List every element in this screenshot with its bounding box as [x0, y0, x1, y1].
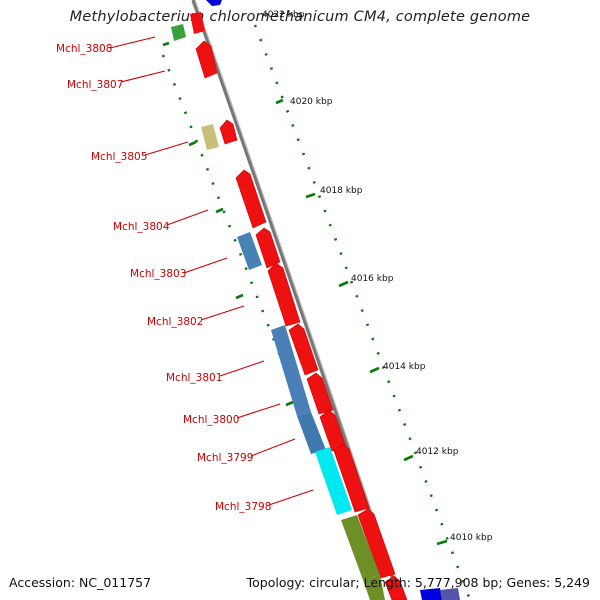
inner-major-ticks: [162, 41, 294, 407]
gene-label[interactable]: Mchl_3804: [113, 221, 170, 233]
cds-arrow: [384, 575, 408, 600]
gene-label[interactable]: Mchl_3799: [197, 452, 253, 464]
cds-arrow: [255, 227, 281, 269]
genome-summary-text: Topology: circular; Length: 5,777,908 bp…: [246, 575, 590, 590]
feature-blue-bottom: [420, 588, 442, 600]
gene-label[interactable]: Mchl_3808: [56, 43, 112, 55]
gene-label[interactable]: Mchl_3807: [67, 79, 123, 91]
gene-label[interactable]: Mchl_3805: [91, 151, 147, 163]
cds-arrow: [267, 262, 301, 327]
tick-label: 4022 kbp: [262, 10, 305, 20]
label-leaders: [109, 36, 314, 506]
major-ticks: [275, 98, 448, 546]
map-title: Methylobacterium chloromethanicum CM4, c…: [69, 9, 531, 25]
cds-arrow: [235, 169, 267, 229]
feature-green-3808: [171, 24, 186, 41]
tick-label: 4020 kbp: [290, 97, 333, 107]
feature-blue-top: [206, 0, 222, 6]
cds-arrow: [219, 119, 238, 145]
tick-label: 4018 kbp: [320, 186, 363, 196]
feature-olive-3798: [341, 515, 380, 580]
tick-label: 4010 kbp: [450, 533, 493, 543]
cds-arrow: [357, 508, 396, 579]
cds-arrow: [319, 409, 347, 452]
tick-label: 4012 kbp: [416, 447, 459, 457]
gene-label[interactable]: Mchl_3802: [147, 316, 203, 328]
tick-label: 4014 kbp: [383, 362, 426, 372]
gene-label[interactable]: Mchl_3803: [130, 268, 186, 280]
gene-label[interactable]: Mchl_3800: [183, 414, 239, 426]
feature-khaki-3805: [201, 124, 219, 150]
outer-tick-ring: [253, 24, 472, 600]
cds-arrow: [306, 372, 334, 415]
gene-label[interactable]: Mchl_3801: [166, 372, 222, 384]
tick-label: 4016 kbp: [351, 274, 394, 284]
feature-cyan-3799: [315, 447, 352, 515]
cds-arrow: [195, 40, 218, 79]
feature-slate-bottom: [440, 588, 460, 600]
genome-backbone-highlight: [194, 0, 403, 600]
cds-arrow: [333, 443, 370, 513]
cds-arrow: [288, 323, 319, 376]
feature-red-3807: [190, 12, 205, 34]
feature-blue-3800: [297, 412, 326, 454]
feature-olive-bottom: [363, 575, 385, 600]
accession-text: Accession: NC_011757: [9, 575, 152, 590]
feature-blue-3801: [271, 325, 311, 416]
feature-blue-3803: [237, 232, 262, 270]
gene-label[interactable]: Mchl_3798: [215, 501, 271, 513]
forward-cds-track: [195, 40, 408, 600]
